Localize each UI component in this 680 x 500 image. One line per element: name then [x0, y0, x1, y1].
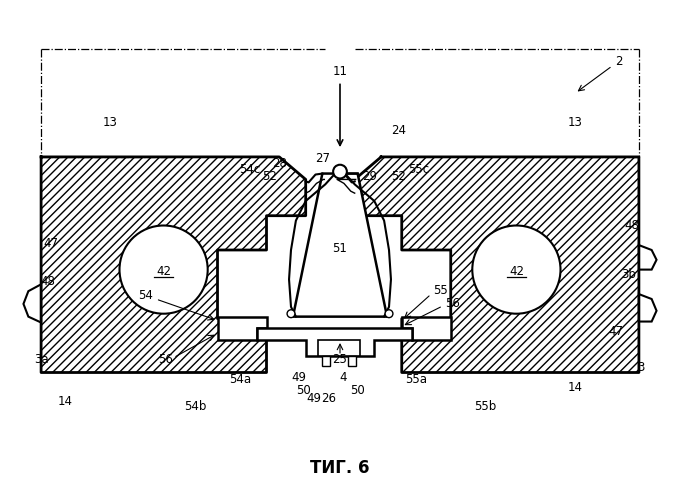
Text: 55a: 55a — [405, 373, 428, 386]
Text: 54b: 54b — [184, 400, 206, 413]
Text: 26: 26 — [321, 392, 336, 406]
Text: 49: 49 — [306, 392, 321, 406]
Circle shape — [287, 310, 295, 318]
Text: 47: 47 — [609, 325, 624, 338]
Text: 42: 42 — [509, 265, 524, 278]
Text: 54: 54 — [139, 288, 154, 302]
Circle shape — [333, 164, 347, 178]
Text: 56: 56 — [158, 354, 173, 366]
Text: 48: 48 — [41, 275, 55, 288]
Text: 55c: 55c — [408, 163, 429, 176]
Text: 3b: 3b — [621, 268, 636, 281]
Polygon shape — [257, 328, 411, 356]
Text: 29: 29 — [362, 170, 377, 183]
Text: 42: 42 — [156, 265, 171, 278]
Polygon shape — [639, 245, 656, 270]
Text: ΤИГ. 6: ΤИГ. 6 — [310, 458, 370, 476]
Polygon shape — [23, 284, 41, 323]
Text: 55: 55 — [434, 284, 448, 296]
Polygon shape — [293, 174, 387, 316]
Text: 47: 47 — [44, 236, 58, 250]
Circle shape — [385, 310, 393, 318]
Text: 25: 25 — [333, 354, 347, 366]
Text: 52: 52 — [262, 170, 277, 183]
Text: 14: 14 — [58, 396, 73, 408]
Text: 54c: 54c — [239, 163, 260, 176]
Polygon shape — [402, 316, 451, 340]
Text: 3a: 3a — [34, 354, 48, 366]
Text: 2: 2 — [615, 56, 623, 68]
Text: 13: 13 — [102, 116, 117, 129]
Polygon shape — [218, 316, 267, 340]
Text: 56: 56 — [445, 298, 460, 310]
Text: 50: 50 — [296, 384, 311, 396]
Polygon shape — [348, 356, 356, 366]
Polygon shape — [322, 356, 330, 366]
Text: 13: 13 — [568, 116, 583, 129]
Text: 54a: 54a — [229, 373, 251, 386]
Text: 51: 51 — [333, 242, 347, 254]
Text: 48: 48 — [625, 219, 639, 232]
Text: 3: 3 — [637, 361, 645, 374]
Polygon shape — [639, 294, 656, 322]
Text: 49: 49 — [291, 371, 307, 384]
Text: 27: 27 — [315, 152, 330, 166]
Text: 28: 28 — [272, 158, 287, 170]
Text: 4: 4 — [339, 371, 347, 384]
Text: 55b: 55b — [474, 400, 496, 413]
Circle shape — [120, 226, 207, 314]
Circle shape — [473, 226, 560, 314]
Text: 14: 14 — [568, 380, 583, 394]
Text: 24: 24 — [391, 124, 407, 137]
Text: 52: 52 — [392, 170, 406, 183]
Text: 50: 50 — [350, 384, 365, 396]
Polygon shape — [355, 157, 639, 372]
Text: 11: 11 — [333, 65, 347, 78]
Polygon shape — [318, 340, 360, 356]
Polygon shape — [41, 157, 306, 372]
